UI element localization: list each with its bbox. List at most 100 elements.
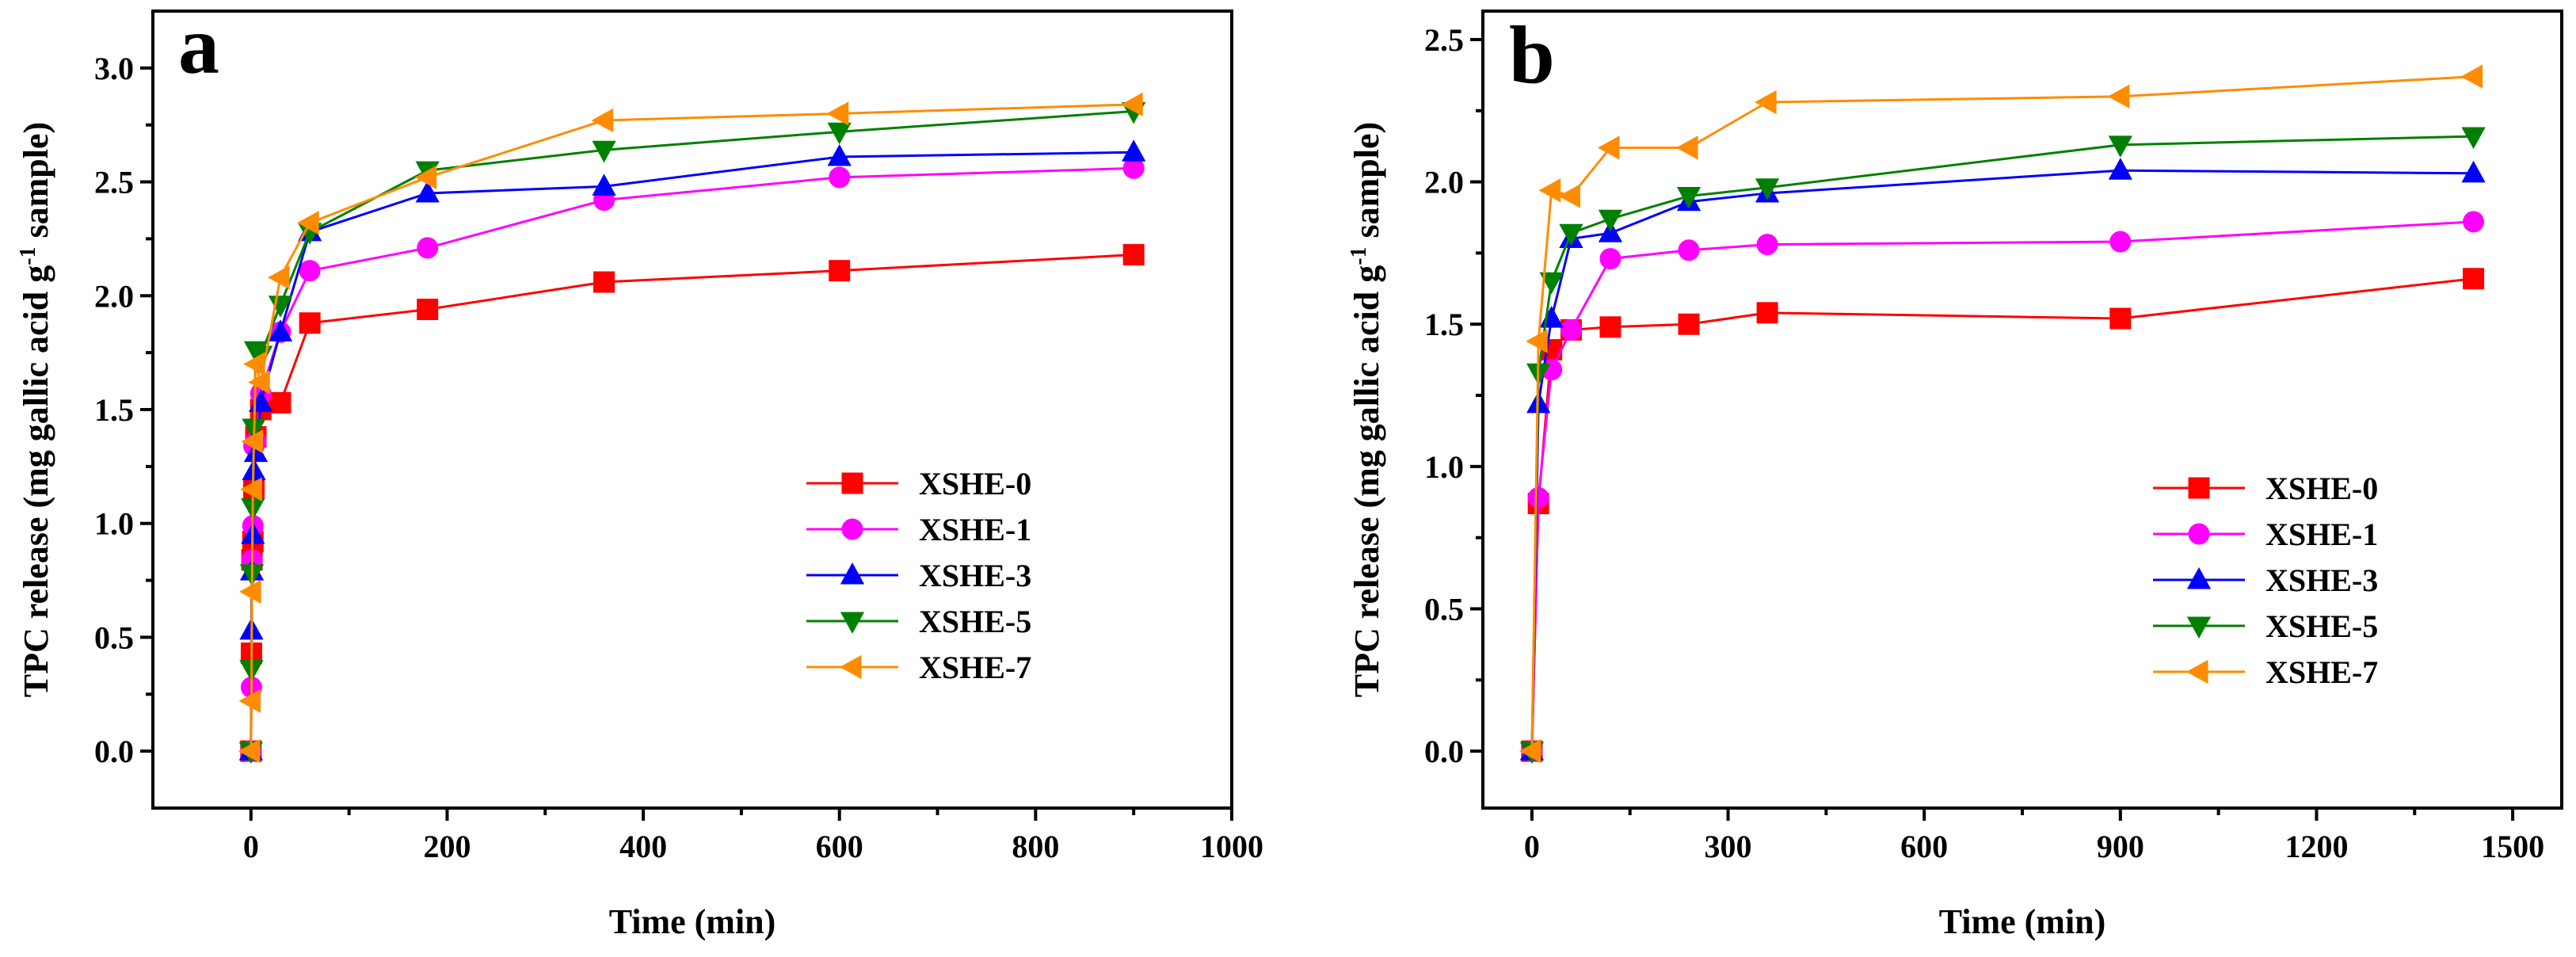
data-point (415, 180, 440, 203)
x-tick-label: 0 (1524, 829, 1540, 864)
data-point (827, 122, 852, 145)
data-point (2107, 84, 2130, 109)
x-tick-label: 900 (2097, 829, 2144, 864)
series-xshe-1 (1521, 211, 2485, 762)
data-point (2108, 158, 2132, 180)
y-tick-label: 2.5 (94, 165, 134, 200)
x-axis-title: Time (min) (1939, 902, 2106, 941)
x-tick-label: 200 (423, 829, 471, 864)
data-point (1121, 92, 1143, 116)
data-point (2461, 127, 2486, 150)
data-point (2461, 160, 2486, 183)
data-point (1756, 302, 1778, 324)
x-tick-label: 400 (619, 829, 667, 864)
plot-frame (1481, 10, 2563, 810)
legend-marker (2186, 616, 2212, 639)
y-tick-label: 2.0 (1424, 165, 1464, 200)
data-point (239, 579, 261, 604)
legend-label: XSHE-1 (2265, 517, 2378, 552)
data-point (591, 108, 614, 133)
data-point (1526, 329, 1548, 353)
legend-label: XSHE-0 (919, 466, 1031, 501)
legend-label: XSHE-5 (2265, 608, 2378, 644)
data-point (1519, 738, 1541, 764)
data-point (417, 237, 439, 259)
data-point (417, 299, 439, 321)
y-tick-label: 1.0 (94, 506, 134, 542)
data-point (1559, 223, 1583, 246)
data-point (829, 260, 851, 282)
data-point (2463, 211, 2485, 233)
data-point (1539, 306, 1564, 328)
data-point (1756, 234, 1778, 256)
data-point (1755, 90, 1777, 115)
data-point (248, 370, 270, 395)
data-point (267, 265, 290, 290)
data-point (2460, 64, 2483, 89)
data-point (2109, 307, 2132, 330)
y-tick-label: 3.0 (94, 51, 134, 86)
legend-marker (840, 654, 862, 680)
y-tick-label: 0.5 (1424, 592, 1464, 627)
panel-a: 0 200 400 600 800 1000 0.0 0.5 1.0 1.5 2.0 2.5 3.0 a… (16, 0, 1263, 941)
legend-marker (840, 612, 865, 634)
legend-label: XSHE-1 (919, 512, 1031, 547)
x-tick-label: 800 (1012, 829, 1059, 864)
data-point (829, 166, 851, 189)
y-tick-label: 0.0 (1424, 734, 1464, 769)
y-axis-title-main: TPC release (mg gallic acid g (17, 265, 55, 697)
data-point (1560, 318, 1582, 341)
legend-label: XSHE-7 (2265, 654, 2378, 690)
data-point (268, 319, 293, 341)
legend-label: XSHE-3 (2265, 562, 2378, 598)
data-point (240, 477, 262, 501)
legend-marker (2188, 477, 2210, 499)
x-axis-title: Time (min) (609, 902, 776, 941)
legend-marker (2186, 567, 2212, 589)
data-point (1598, 209, 1623, 232)
data-point (1676, 186, 1701, 209)
data-point (1122, 244, 1145, 266)
axis-ticks: 0 200 400 600 800 1000 0.0 0.5 1.0 1.5 2.0 2.5 3.0 (94, 51, 1263, 864)
legend-label: XSHE-0 (2265, 471, 2378, 506)
series-xshe-7 (1519, 64, 2483, 764)
data-point (1599, 316, 1621, 338)
legend: XSHE-0 XSHE-1 XSHE-3 XSHE-5 XSHE-7 (806, 466, 1031, 685)
y-tick-label: 0.5 (94, 620, 134, 655)
data-point (1599, 248, 1621, 270)
x-tick-label: 1500 (2481, 829, 2544, 864)
data-point (243, 352, 265, 376)
data-point (1558, 184, 1580, 208)
legend-marker (2188, 523, 2210, 545)
y-tick-label: 0.0 (94, 734, 134, 769)
data-point (1678, 313, 1700, 335)
data-point (414, 165, 437, 189)
data-point (1538, 178, 1561, 203)
y-axis-title-main: TPC release (mg gallic acid g (1347, 265, 1386, 697)
data-point (2109, 231, 2132, 253)
y-axis-title-end: sample) (1347, 122, 1386, 247)
x-tick-label: 600 (816, 829, 863, 864)
data-point (826, 101, 849, 126)
y-tick-label: 1.5 (94, 392, 134, 428)
data-point (1598, 220, 1623, 242)
x-tick-label: 0 (243, 829, 259, 864)
panel-label: b (1509, 10, 1555, 101)
data-point (2463, 268, 2485, 290)
data-point (2108, 135, 2132, 158)
y-axis-title: TPC release (mg gallic acid g-1 sample) (16, 122, 55, 697)
x-tick-label: 300 (1705, 829, 1752, 864)
legend-label: XSHE-7 (919, 650, 1031, 685)
x-tick-label: 1200 (2284, 829, 2348, 864)
data-point (299, 312, 321, 334)
y-axis-title-sup: -1 (16, 246, 40, 265)
data-point (1755, 178, 1780, 200)
x-tick-label: 600 (1900, 829, 1948, 864)
y-tick-label: 2.5 (1424, 22, 1464, 58)
data-point (592, 140, 616, 163)
data-point (593, 271, 615, 293)
x-tick-label: 1000 (1200, 829, 1263, 864)
data-point (1122, 139, 1146, 162)
data-point (1678, 239, 1700, 261)
